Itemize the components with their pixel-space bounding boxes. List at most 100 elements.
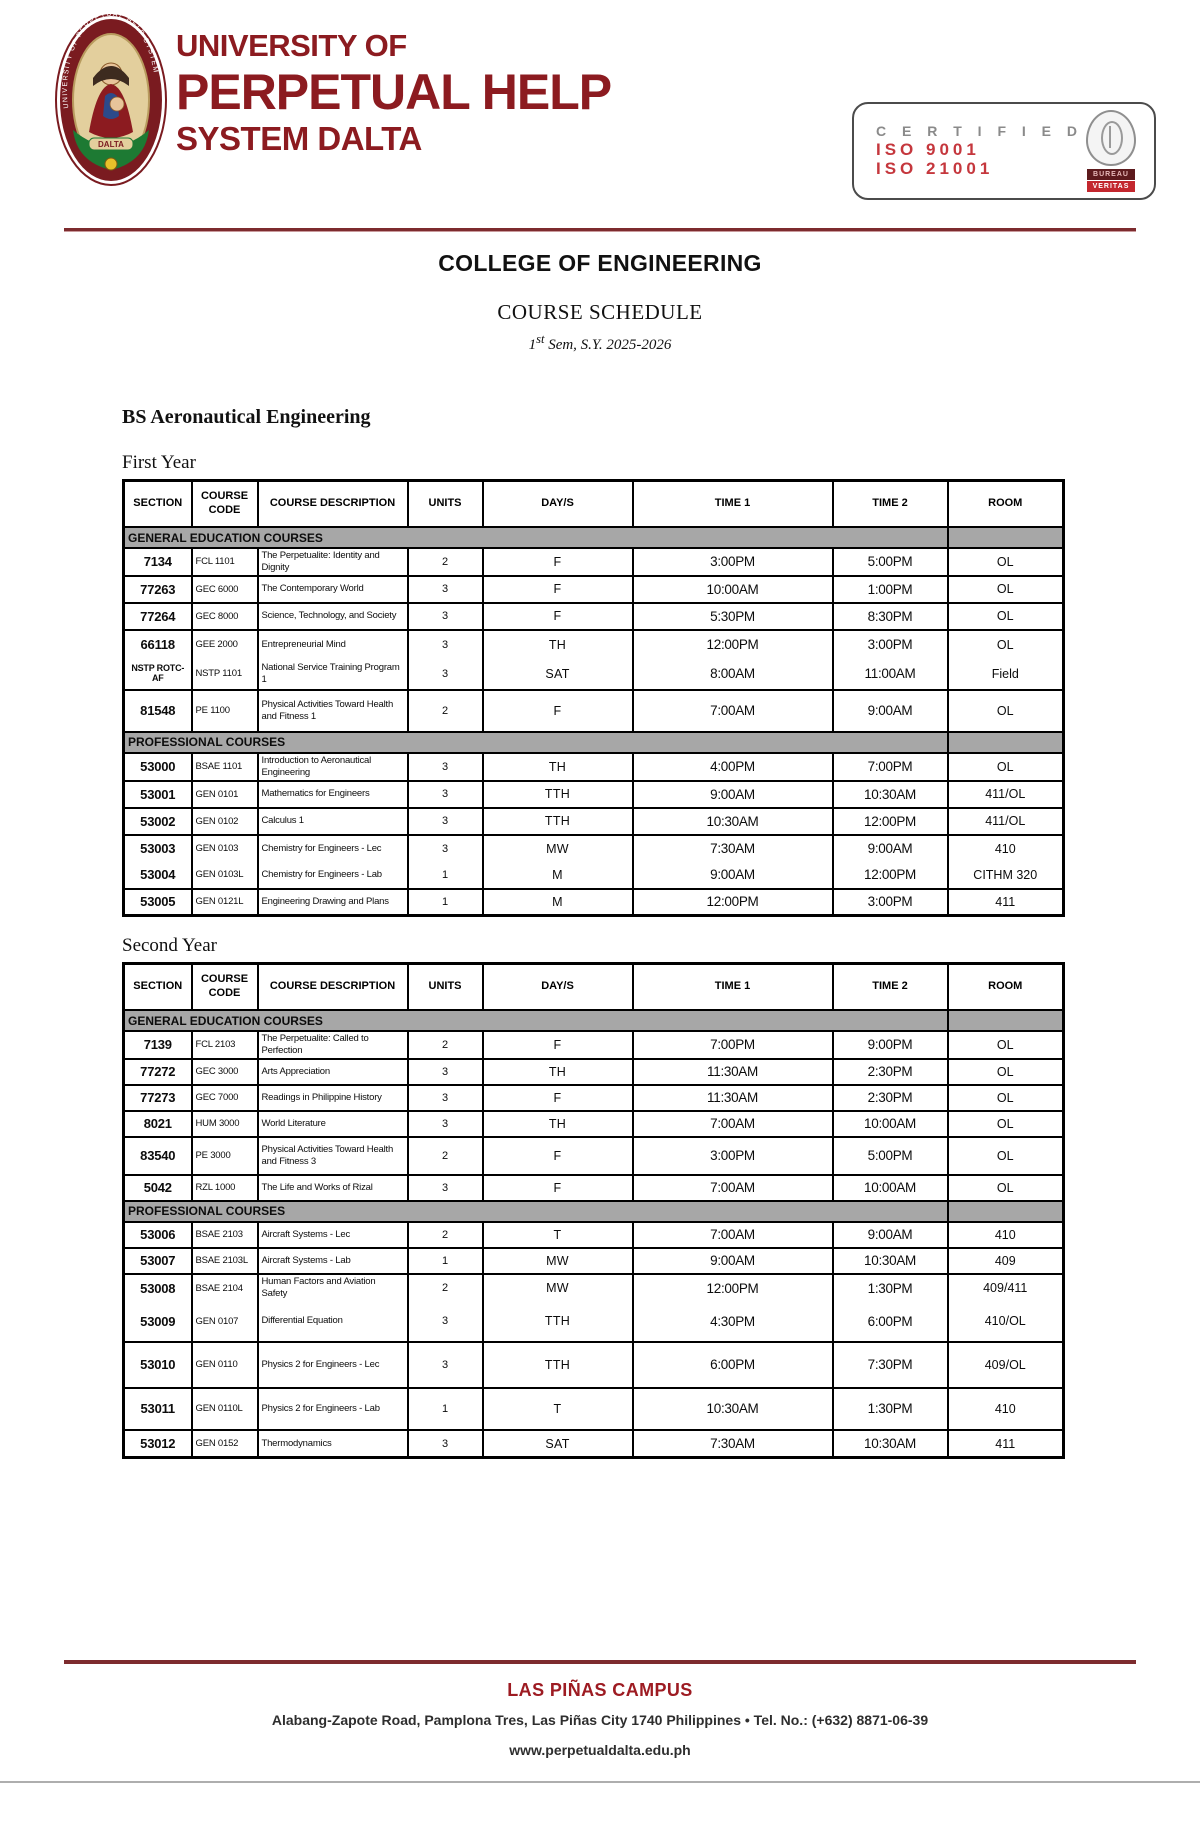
room-cell: 411 (946, 1428, 1065, 1459)
days-cell: T (481, 1220, 634, 1249)
days-cell: F (481, 1030, 634, 1060)
time2-cell: 10:30AM (831, 1428, 949, 1459)
section-cell: 53004 (122, 861, 193, 890)
section-banner-row: GENERAL EDUCATION COURSES (122, 526, 1065, 549)
days-cell: F (481, 601, 634, 631)
room-cell: 411 (946, 887, 1065, 917)
course-code-cell: HUM 3000 (190, 1109, 259, 1138)
course-row: 77263 GEC 6000 The Contemporary World 3 F 10:… (122, 574, 1065, 604)
section-banner-row: PROFESSIONAL COURSES (122, 1199, 1065, 1223)
room-cell: 410/OL (946, 1301, 1065, 1343)
campus-website: www.perpetualdalta.edu.ph (509, 1742, 691, 1758)
time2-cell: 8:30PM (831, 601, 949, 631)
units-cell: 2 (406, 1030, 484, 1060)
time1-cell: 7:00PM (631, 1030, 834, 1060)
section-cell: 53008 (122, 1272, 193, 1302)
course-row: 7134 FCL 1101 The Perpetualite: Identity a… (122, 547, 1065, 577)
section-banner-label: PROFESSIONAL COURSES (122, 1199, 949, 1223)
course-code-cell: GEN 0103L (190, 861, 259, 890)
course-description-cell: Mathematics for Engineers (256, 779, 409, 809)
course-description-cell: Arts Appreciation (256, 1057, 409, 1086)
course-row: 81548 PE 1100 Physical Activities Toward H… (122, 688, 1065, 733)
time2-cell: 7:00PM (831, 751, 949, 782)
units-cell: 3 (406, 833, 484, 862)
time2-cell: 10:30AM (831, 779, 949, 809)
days-cell: M (481, 861, 634, 890)
time1-cell: 4:30PM (631, 1301, 834, 1343)
column-header-course-description: COURSE DESCRIPTION (256, 962, 409, 1011)
units-cell: 3 (406, 574, 484, 604)
course-description-cell: The Contemporary World (256, 574, 409, 604)
time1-cell: 7:30AM (631, 833, 834, 862)
schedule-table: SECTION COURSE CODE COURSE DESCRIPTION U… (122, 479, 1065, 917)
time2-cell: 9:00AM (831, 688, 949, 733)
time1-cell: 7:30AM (631, 1428, 834, 1459)
time2-cell: 7:30PM (831, 1340, 949, 1389)
course-description-cell: World Literature (256, 1109, 409, 1138)
section-banner-tail (946, 730, 1065, 754)
course-code-cell: BSAE 2103 (190, 1220, 259, 1249)
units-cell: 3 (406, 1109, 484, 1138)
section-banner-tail (946, 1009, 1065, 1032)
course-code-cell: FCL 2103 (190, 1030, 259, 1060)
course-row: 53011 GEN 0110L Physics 2 for Engineers - … (122, 1386, 1065, 1431)
column-header-course-code: COURSE CODE (190, 479, 259, 528)
course-row: 53006 BSAE 2103 Aircraft Systems - Lec 2 T 7:… (122, 1220, 1065, 1249)
time2-cell: 3:00PM (831, 628, 949, 659)
column-header-time1: TIME 1 (631, 962, 834, 1011)
room-cell: OL (946, 1083, 1065, 1112)
units-cell: 1 (406, 1246, 484, 1275)
room-cell: OL (946, 1109, 1065, 1138)
time2-cell: 1:30PM (831, 1272, 949, 1302)
course-code-cell: NSTP 1101 (190, 658, 259, 691)
veritas-label: VERITAS (1087, 181, 1135, 192)
column-header-days: DAY/S (481, 962, 634, 1011)
units-cell: 2 (406, 1220, 484, 1249)
time1-cell: 12:00PM (631, 628, 834, 659)
course-code-cell: GEC 6000 (190, 574, 259, 604)
units-cell: 3 (406, 1173, 484, 1202)
course-row: 53010 GEN 0110 Physics 2 for Engineers - L… (122, 1340, 1065, 1389)
bureau-label: BUREAU (1087, 169, 1135, 180)
wordmark-line3: SYSTEM DALTA (176, 120, 422, 157)
course-code-cell: GEN 0110L (190, 1386, 259, 1431)
column-header-days: DAY/S (481, 479, 634, 528)
time2-cell: 6:00PM (831, 1301, 949, 1343)
units-cell: 1 (406, 1386, 484, 1431)
units-cell: 3 (406, 601, 484, 631)
section-cell: 83540 (122, 1135, 193, 1176)
course-code-cell: FCL 1101 (190, 547, 259, 577)
room-cell: 409/OL (946, 1340, 1065, 1389)
time1-cell: 10:30AM (631, 806, 834, 836)
column-header-time2: TIME 2 (831, 962, 949, 1011)
course-description-cell: Differential Equation (256, 1301, 409, 1343)
course-description-cell: Aircraft Systems - Lec (256, 1220, 409, 1249)
year-label: First Year (122, 452, 196, 473)
time1-cell: 11:30AM (631, 1083, 834, 1112)
section-cell: 53005 (122, 887, 193, 917)
course-code-cell: GEN 0152 (190, 1428, 259, 1459)
course-row: 7139 FCL 2103 The Perpetualite: Called to … (122, 1030, 1065, 1060)
column-header-room: ROOM (946, 479, 1065, 528)
course-row: 77272 GEC 3000 Arts Appreciation 3 TH 11:30AM… (122, 1057, 1065, 1086)
time1-cell: 9:00AM (631, 1246, 834, 1275)
units-cell: 1 (406, 861, 484, 890)
units-cell: 3 (406, 779, 484, 809)
time2-cell: 3:00PM (831, 887, 949, 917)
days-cell: F (481, 688, 634, 733)
semester-subtitle: 1st Sem, S.Y. 2025-2026 (0, 332, 1200, 354)
section-cell: 66118 (122, 628, 193, 659)
time2-cell: 9:00AM (831, 1220, 949, 1249)
room-cell: 409 (946, 1246, 1065, 1275)
days-cell: F (481, 547, 634, 577)
room-cell: 410 (946, 1220, 1065, 1249)
time1-cell: 9:00AM (631, 779, 834, 809)
units-cell: 3 (406, 1428, 484, 1459)
year-block: First Year SECTION COURSE CODE COURSE DE… (122, 452, 1065, 917)
section-banner-row: PROFESSIONAL COURSES (122, 730, 1065, 754)
room-cell: 411/OL (946, 806, 1065, 836)
footer-divider-rule (64, 1660, 1136, 1664)
column-header-units: UNITS (406, 962, 484, 1011)
course-row: 77273 GEC 7000 Readings in Philippine Hist… (122, 1083, 1065, 1112)
section-cell: 53001 (122, 779, 193, 809)
